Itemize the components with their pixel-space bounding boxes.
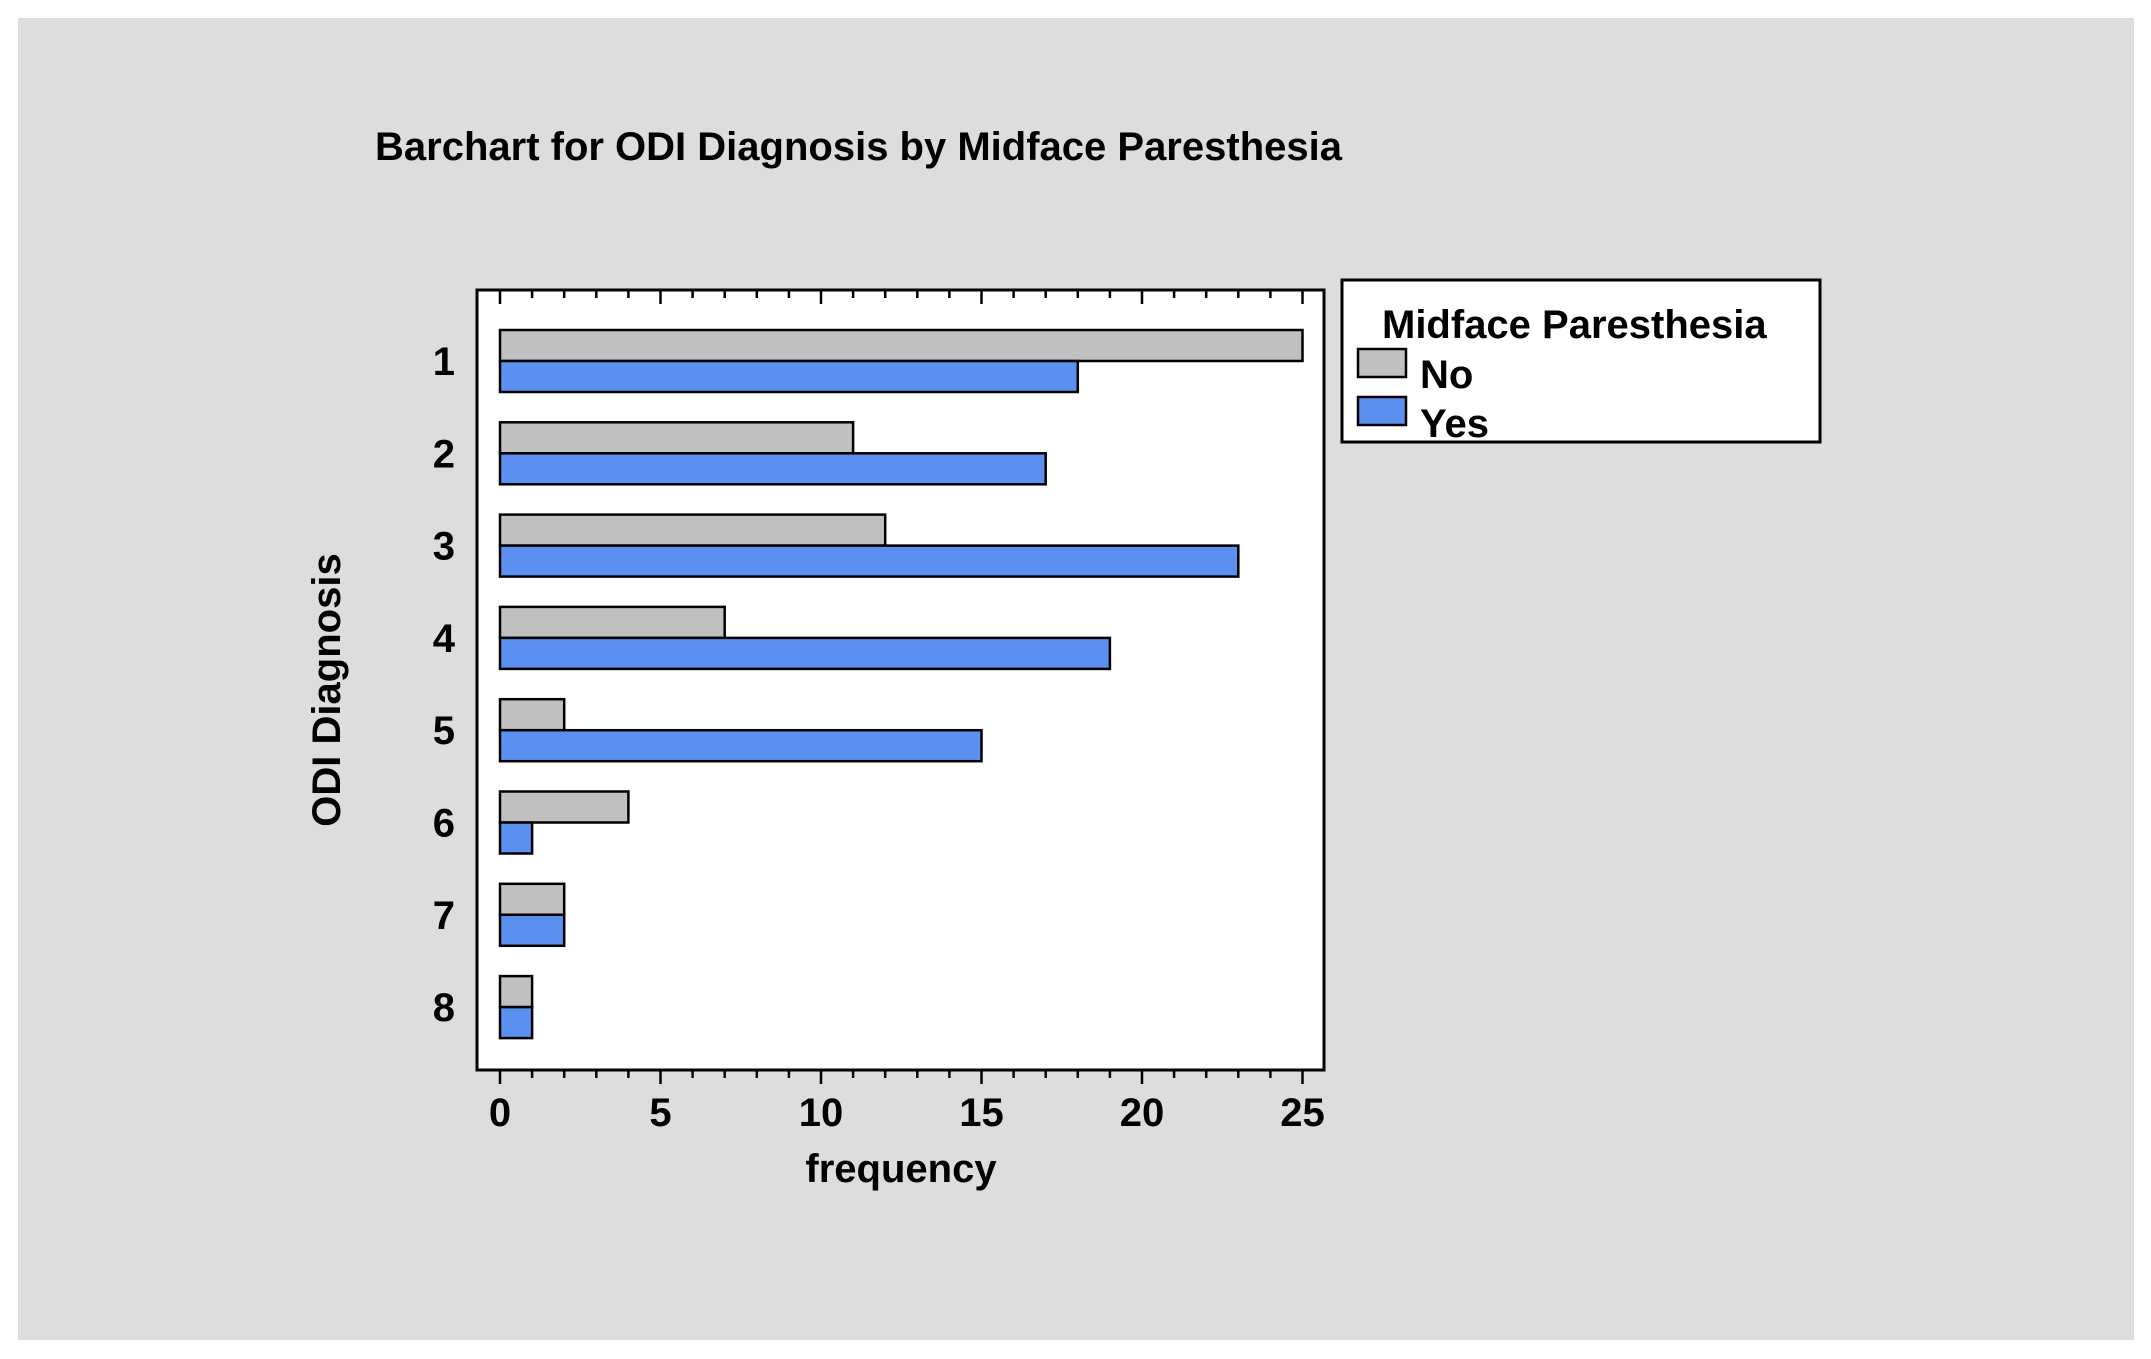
bars <box>498 328 1304 1040</box>
legend-title: Midface Paresthesia <box>1382 303 1767 347</box>
y-tick-label-4: 4 <box>433 617 456 661</box>
legend-swatch-no <box>1356 347 1408 379</box>
y-axis-label: ODI Diagnosis <box>305 553 349 826</box>
legend-label-no: No <box>1420 353 1473 397</box>
y-tick-label-8: 8 <box>433 986 455 1030</box>
bar-yes-1 <box>498 359 1080 394</box>
legend-swatch-yes <box>1356 395 1408 427</box>
x-axis-label: frequency <box>805 1147 997 1191</box>
y-tick-label-2: 2 <box>433 432 455 476</box>
bar-yes-7 <box>498 913 566 948</box>
y-tick-label-5: 5 <box>433 709 455 753</box>
x-tick-label-15: 15 <box>959 1091 1004 1135</box>
y-tick-label-1: 1 <box>433 340 455 384</box>
chart-title: Barchart for ODI Diagnosis by Midface Pa… <box>375 125 1343 169</box>
legend-box <box>1340 278 1822 444</box>
axis-ticks <box>498 290 1304 1084</box>
y-axis-category-labels: 1 2 3 4 5 6 7 8 <box>433 340 456 1030</box>
x-tick-label-25: 25 <box>1280 1091 1325 1135</box>
y-tick-label-3: 3 <box>433 525 455 569</box>
x-tick-label-10: 10 <box>799 1091 844 1135</box>
legend-label-yes: Yes <box>1420 402 1489 446</box>
bar-no-7 <box>498 882 566 917</box>
bar-no-2 <box>498 421 855 455</box>
bar-yes-8 <box>498 1005 534 1040</box>
bar-yes-2 <box>498 452 1047 486</box>
bar-yes-3 <box>498 544 1240 578</box>
bar-no-5 <box>498 697 566 732</box>
bar-no-6 <box>498 790 630 824</box>
bar-no-1 <box>498 328 1304 363</box>
bar-yes-6 <box>498 821 534 855</box>
bar-no-8 <box>498 974 534 1009</box>
y-tick-label-6: 6 <box>433 802 455 846</box>
bar-no-3 <box>498 513 887 547</box>
x-axis-tick-labels: 0 5 10 15 20 25 <box>489 1091 1325 1135</box>
x-tick-label-5: 5 <box>649 1091 671 1135</box>
bar-yes-5 <box>498 728 983 763</box>
y-tick-label-7: 7 <box>433 894 455 938</box>
x-tick-label-20: 20 <box>1120 1091 1165 1135</box>
plot-area <box>475 288 1326 1072</box>
bar-yes-4 <box>498 636 1112 671</box>
x-tick-label-0: 0 <box>489 1091 511 1135</box>
legend: Midface Paresthesia No Yes <box>1340 278 1822 446</box>
bar-no-4 <box>498 605 726 640</box>
